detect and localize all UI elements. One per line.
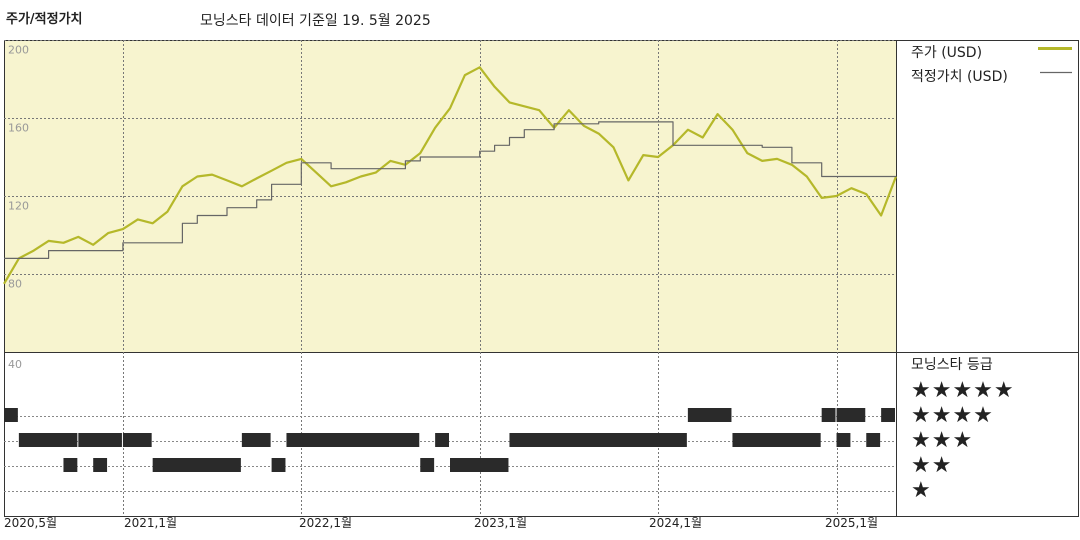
y-tick-label: 200 — [8, 44, 29, 57]
rating-bar-3-star — [271, 458, 286, 472]
x-tick-label: 2021,1월 — [124, 516, 178, 530]
series-lines — [3, 66, 898, 285]
rating-bar-4-star — [18, 433, 78, 447]
rating-bar-4-star — [509, 433, 687, 447]
source-note: 모닝스타 데이터 기준일 19. 5월 2025 — [200, 13, 431, 29]
rating-bar-4-star — [78, 433, 122, 447]
x-tick-label: 2024,1월 — [649, 516, 703, 530]
rating-bar-3-star — [152, 458, 241, 472]
rating-bar-5-star — [4, 408, 18, 422]
y-tick-label: 120 — [8, 200, 29, 213]
y-axis-ticks: 200 160 120 80 40 — [8, 44, 29, 372]
legend-fair-value-label: 적정가치 (USD) — [911, 69, 1008, 85]
y-tick-label: 80 — [8, 278, 22, 291]
x-tick-label: 2022,1월 — [299, 516, 353, 530]
legend-price-label: 주가 (USD) — [911, 45, 983, 61]
rating-bar-5-star — [881, 408, 895, 422]
rating-bar-3-star — [450, 458, 509, 472]
rating-bar-4-star — [122, 433, 152, 447]
rating-bar-4-star — [241, 433, 271, 447]
rating-row-2: ★★ — [911, 453, 953, 478]
rating-bar-5-star — [687, 408, 732, 422]
rating-bar-4-star — [836, 433, 851, 447]
y-tick-label: 160 — [8, 122, 29, 135]
legend-swatches — [1038, 47, 1072, 74]
y-tick-label: 40 — [8, 358, 22, 371]
rating-bar-4-star — [435, 433, 449, 447]
x-tick-label: 2025,1월 — [825, 516, 879, 530]
rating-bar-3-star — [63, 458, 78, 472]
fair-value-series-line — [4, 121, 896, 259]
rating-bar-5-star — [821, 408, 836, 422]
rating-bar-3-star — [420, 458, 435, 472]
price-series-line — [3, 66, 898, 285]
x-tick-label: 2023,1월 — [474, 516, 528, 530]
rating-title: 모닝스타 등급 — [911, 357, 993, 373]
rating-bar-4-star — [732, 433, 821, 447]
rating-row-5: ★★★★★ — [911, 378, 1015, 403]
rating-row-1: ★ — [911, 478, 932, 503]
rating-bar-4-star — [866, 433, 881, 447]
rating-bar-4-star — [286, 433, 420, 447]
x-tick-label: 2020,5월 — [4, 516, 58, 530]
rating-bar-3-star — [93, 458, 108, 472]
section-title: 주가/적정가치 — [6, 12, 83, 27]
rating-bar-5-star — [836, 408, 866, 422]
rating-row-4: ★★★★ — [911, 403, 994, 428]
rating-row-3: ★★★ — [911, 428, 974, 453]
rating-bars — [4, 408, 895, 472]
